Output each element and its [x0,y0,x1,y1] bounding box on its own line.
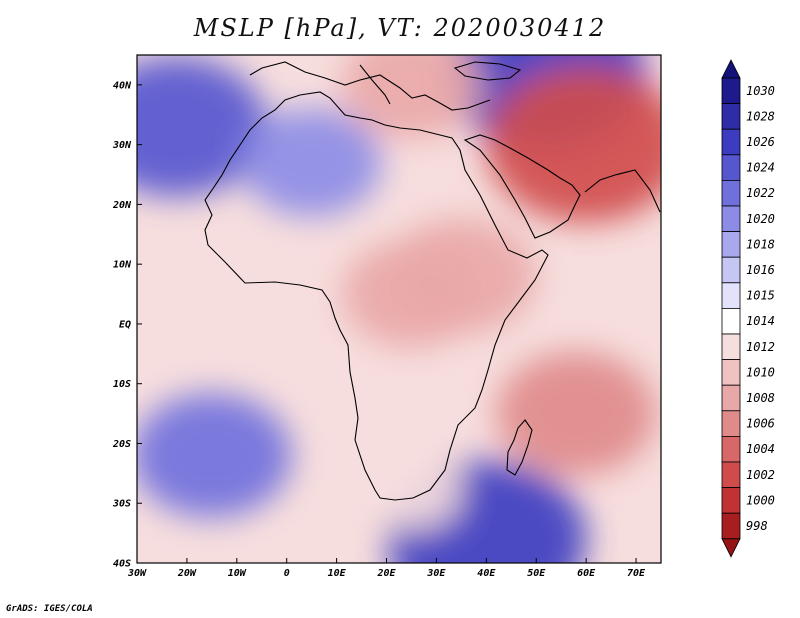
colorbar-box [721,384,741,412]
colorbar-box [721,435,741,463]
colorbar-label: 1018 [746,237,775,251]
plot-frame [136,54,662,564]
lat-tick-label: 40N [113,80,132,91]
colorbar-box [721,77,741,105]
colorbar-box [721,282,741,309]
lon-tick-label: 40E [477,568,496,579]
lon-tick-label: 10W [228,568,247,579]
colorbar-label: 1008 [746,391,775,405]
pressure-center-low-7 [486,66,661,223]
plot-area [137,55,661,563]
grads-credit: GrADS: IGES/COLA [6,604,93,614]
colorbar-label: 1015 [746,289,775,303]
arabia-coastline [463,134,581,239]
axis-ticks: 30W 20W 10W 0 10E 20E 30E 40E 50E 60E 70E 40N 30N 20N… [112,80,646,579]
colorbar-box [721,410,741,437]
colorbar-box [721,307,741,335]
map-title: MSLP [hPa], VT: 2020030412 [193,14,607,42]
lon-tick-label: 20W [177,568,197,579]
pressure-center-low-8 [496,351,657,476]
lat-tick-label: 30S [112,499,131,510]
pressure-field [137,55,661,563]
colorbar-box [721,154,741,181]
lon-tick-label: 60E [577,568,596,579]
pressure-center-high-1 [241,108,382,217]
colorbar-box [721,179,741,207]
pressure-center-high-0 [137,56,267,197]
colorbar: 1030 1028 1026 1024 1022 1020 1018 1016 1015 1014… [721,59,775,558]
colorbar-box [721,461,741,489]
colorbar-label: 1026 [746,135,775,149]
africa-coastline [204,91,549,501]
colorbar-label: 1012 [746,340,775,354]
lat-tick-label: 20S [112,439,131,450]
colorbar-label: 1022 [746,186,775,200]
colorbar-box [721,231,741,258]
lat-tick-label: EQ [119,319,131,330]
colorbar-box [721,359,741,386]
colorbar-label: 1010 [746,365,775,379]
lon-tick-label: 70E [627,568,646,579]
colorbar-label: 998 [746,519,768,533]
pressure-center-low-9 [341,55,482,139]
black-sea-coastline [453,61,522,81]
colorbar-top-arrow [721,59,741,79]
colorbar-label: 1020 [746,212,775,226]
colorbar-label: 1030 [746,84,775,98]
pressure-center-low-6 [386,218,537,335]
colorbar-label: 1028 [746,109,775,123]
lat-tick-label: 10S [113,379,131,390]
lon-tick-label: 50E [527,568,546,579]
lat-tick-label: 30N [112,140,132,151]
lon-tick-label: 30E [426,568,446,579]
colorbar-label: 1016 [746,263,775,277]
colorbar-label: 1006 [746,417,775,431]
colorbar-box [721,128,741,156]
lat-tick-label: 40S [113,559,131,570]
colorbar-label: 1000 [746,493,775,507]
lon-tick-label: 10E [328,568,347,579]
lat-tick-label: 20N [112,200,132,211]
colorbar-box [721,333,741,361]
madagascar-coastline [506,419,533,476]
colorbar-label: 1014 [746,314,775,328]
europe-coastline [249,61,491,111]
colorbar-box [721,205,741,233]
colorbar-label: 1004 [746,442,775,456]
lat-tick-label: 10N [113,260,132,271]
colorbar-label: 1024 [746,161,775,175]
colorbar-box [721,487,741,514]
colorbar-box [721,256,741,284]
lon-tick-label: 0 [284,568,290,579]
coastlines [204,61,661,501]
colorbar-label: 1002 [746,468,775,482]
colorbar-box [721,103,741,130]
colorbar-box [721,512,741,540]
italy-coastline [359,64,391,105]
lon-tick-label: 20E [376,568,396,579]
lon-tick-label: 30W [127,568,147,579]
pressure-center-high-3 [137,393,292,518]
colorbar-bottom-arrow [721,538,741,558]
pressure-center-low-10 [361,453,462,530]
south-asia-coastline [584,169,661,213]
